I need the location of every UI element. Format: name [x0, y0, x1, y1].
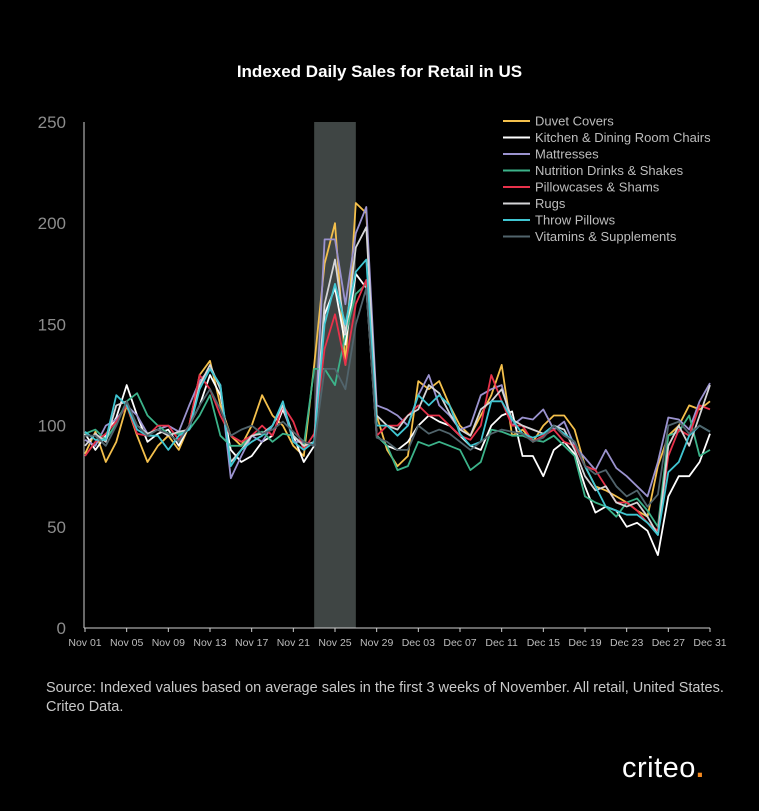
x-tick-label: Dec 23 — [610, 637, 643, 649]
y-tick-label: 250 — [38, 113, 66, 132]
x-tick-label: Dec 27 — [652, 637, 685, 649]
series-line — [84, 272, 711, 556]
x-tick-label: Dec 19 — [568, 637, 601, 649]
series-lines — [84, 202, 711, 556]
series-line — [84, 258, 711, 536]
x-tick-label: Nov 29 — [360, 637, 393, 649]
x-tick-label: Nov 01 — [68, 637, 101, 649]
chart-title: Indexed Daily Sales for Retail in US — [236, 62, 523, 81]
legend-label: Mattresses — [535, 147, 599, 162]
y-tick-label: 100 — [38, 417, 66, 436]
x-tick-label: Dec 15 — [527, 637, 560, 649]
x-tick-label: Dec 03 — [402, 637, 435, 649]
legend-label: Throw Pillows — [535, 213, 616, 228]
x-tick-label: Dec 07 — [443, 637, 476, 649]
series-line — [85, 287, 711, 508]
legend-label: Nutrition Drinks & Shakes — [535, 163, 684, 178]
legend-label: Pillowcases & Shams — [535, 180, 660, 195]
y-tick-label: 150 — [38, 315, 66, 334]
logo-wordmark: criteo — [622, 752, 696, 784]
series-line — [84, 206, 711, 498]
legend-label: Duvet Covers — [535, 114, 614, 129]
series-line — [84, 278, 711, 532]
x-tick-label: Nov 09 — [152, 637, 185, 649]
legend-label: Kitchen & Dining Room Chairs — [535, 130, 711, 145]
y-tick-label: 50 — [47, 518, 66, 537]
series-line — [84, 282, 711, 528]
x-tick-label: Nov 17 — [235, 637, 268, 649]
axes: 0 50 100 150 200 250 Nov 01 Nov 05 Nov 09 Nov 13 N… — [38, 113, 727, 649]
series-line — [84, 226, 711, 536]
criteo-logo: criteo. — [622, 752, 704, 785]
x-tick-label: Dec 11 — [485, 637, 518, 649]
source-note: Source: Indexed values based on average … — [46, 680, 724, 715]
x-tick-label: Nov 21 — [277, 637, 310, 649]
y-tick-label: 200 — [38, 214, 66, 233]
x-tick-label: Nov 05 — [110, 637, 143, 649]
legend-label: Rugs — [535, 196, 566, 211]
legend-label: Vitamins & Supplements — [535, 229, 677, 244]
x-tick-label: Nov 13 — [193, 637, 226, 649]
logo-accent-dot: . — [695, 752, 705, 784]
x-tick-label: Dec 31 — [693, 637, 726, 649]
y-tick-label: 0 — [57, 619, 66, 638]
x-tick-label: Nov 25 — [318, 637, 351, 649]
